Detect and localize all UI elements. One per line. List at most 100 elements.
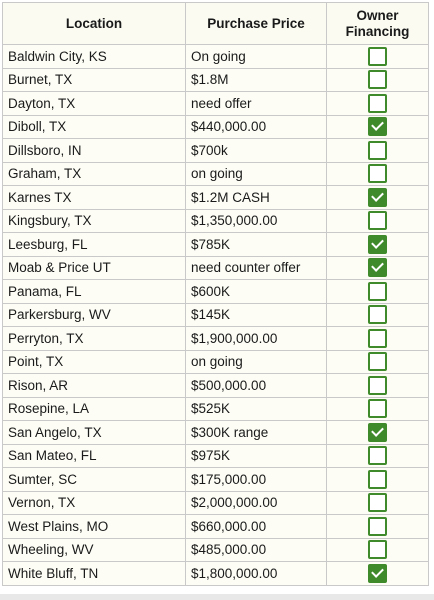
checkbox-unchecked-icon[interactable] xyxy=(368,399,387,419)
purchase-price-cell[interactable]: need offer xyxy=(185,91,327,116)
checkbox-unchecked-icon[interactable] xyxy=(368,305,387,325)
location-cell[interactable]: Parkersburg, WV xyxy=(2,302,186,327)
table-row: Baldwin City, KS On going xyxy=(2,44,429,69)
location-cell[interactable]: San Mateo, FL xyxy=(2,443,186,468)
purchase-price-cell[interactable]: $785K xyxy=(185,232,327,257)
location-cell[interactable]: White Bluff, TN xyxy=(2,561,186,586)
owner-financing-cell xyxy=(326,232,429,257)
purchase-price-cell[interactable]: $500,000.00 xyxy=(185,373,327,398)
location-cell[interactable]: San Angelo, TX xyxy=(2,420,186,445)
owner-financing-cell xyxy=(326,279,429,304)
purchase-price-cell[interactable]: $1,800,000.00 xyxy=(185,561,327,586)
location-cell[interactable]: Perryton, TX xyxy=(2,326,186,351)
table-row: Panama, FL $600K xyxy=(2,279,429,304)
checkbox-unchecked-icon[interactable] xyxy=(368,140,387,160)
table-row: Diboll, TX $440,000.00 xyxy=(2,114,429,139)
checkbox-unchecked-icon[interactable] xyxy=(368,46,387,66)
checkbox-unchecked-icon[interactable] xyxy=(368,352,387,372)
purchase-price-cell[interactable]: $1,350,000.00 xyxy=(185,208,327,233)
purchase-price-cell[interactable]: $1,900,000.00 xyxy=(185,326,327,351)
location-cell[interactable]: Diboll, TX xyxy=(2,114,186,139)
header-owner-line2: Financing xyxy=(345,23,410,39)
checkbox-unchecked-icon[interactable] xyxy=(368,493,387,513)
location-cell[interactable]: Sumter, SC xyxy=(2,467,186,492)
location-cell[interactable]: Leesburg, FL xyxy=(2,232,186,257)
owner-financing-cell xyxy=(326,537,429,562)
header-owner-line1: Owner xyxy=(356,7,399,23)
owner-financing-cell xyxy=(326,161,429,186)
checkbox-checked-icon[interactable] xyxy=(368,422,387,442)
location-cell[interactable]: Burnet, TX xyxy=(2,67,186,92)
location-cell[interactable]: Rosepine, LA xyxy=(2,396,186,421)
owner-financing-cell xyxy=(326,185,429,210)
purchase-price-cell[interactable]: $700k xyxy=(185,138,327,163)
owner-financing-cell xyxy=(326,443,429,468)
purchase-price-cell[interactable]: $145K xyxy=(185,302,327,327)
horizontal-scrollbar[interactable] xyxy=(0,594,434,600)
table-row: Dayton, TX need offer xyxy=(2,91,429,116)
purchase-price-cell[interactable]: $175,000.00 xyxy=(185,467,327,492)
checkbox-unchecked-icon[interactable] xyxy=(368,328,387,348)
header-location: Location xyxy=(2,2,186,45)
location-cell[interactable]: Point, TX xyxy=(2,349,186,374)
location-cell[interactable]: West Plains, MO xyxy=(2,514,186,539)
checkbox-unchecked-icon[interactable] xyxy=(368,164,387,184)
checkbox-unchecked-icon[interactable] xyxy=(368,93,387,113)
owner-financing-cell xyxy=(326,420,429,445)
table-row: Point, TX on going xyxy=(2,349,429,374)
owner-financing-cell xyxy=(326,208,429,233)
purchase-price-cell[interactable]: $2,000,000.00 xyxy=(185,490,327,515)
checkbox-checked-icon[interactable] xyxy=(368,234,387,254)
purchase-price-cell[interactable]: $975K xyxy=(185,443,327,468)
purchase-price-cell[interactable]: on going xyxy=(185,349,327,374)
checkbox-unchecked-icon[interactable] xyxy=(368,446,387,466)
checkbox-unchecked-icon[interactable] xyxy=(368,211,387,231)
table-row: Burnet, TX $1.8M xyxy=(2,67,429,92)
location-cell[interactable]: Karnes TX xyxy=(2,185,186,210)
location-cell[interactable]: Graham, TX xyxy=(2,161,186,186)
checkbox-checked-icon[interactable] xyxy=(368,258,387,278)
properties-table-container: Location Purchase Price Owner Financing … xyxy=(2,2,429,586)
purchase-price-cell[interactable]: $525K xyxy=(185,396,327,421)
purchase-price-cell[interactable]: On going xyxy=(185,44,327,69)
location-cell[interactable]: Panama, FL xyxy=(2,279,186,304)
purchase-price-cell[interactable]: on going xyxy=(185,161,327,186)
purchase-price-cell[interactable]: need counter offer xyxy=(185,255,327,280)
purchase-price-cell[interactable]: $660,000.00 xyxy=(185,514,327,539)
checkbox-unchecked-icon[interactable] xyxy=(368,516,387,536)
owner-financing-cell xyxy=(326,349,429,374)
checkbox-checked-icon[interactable] xyxy=(368,563,387,583)
purchase-price-cell[interactable]: $440,000.00 xyxy=(185,114,327,139)
properties-table: Location Purchase Price Owner Financing … xyxy=(2,2,429,586)
table-row: San Angelo, TX $300K range xyxy=(2,420,429,445)
owner-financing-cell xyxy=(326,467,429,492)
checkbox-unchecked-icon[interactable] xyxy=(368,281,387,301)
checkbox-unchecked-icon[interactable] xyxy=(368,540,387,560)
purchase-price-cell[interactable]: $1.8M xyxy=(185,67,327,92)
table-row: Rosepine, LA $525K xyxy=(2,396,429,421)
checkbox-unchecked-icon[interactable] xyxy=(368,70,387,90)
location-cell[interactable]: Baldwin City, KS xyxy=(2,44,186,69)
checkbox-unchecked-icon[interactable] xyxy=(368,375,387,395)
table-row: Karnes TX $1.2M CASH xyxy=(2,185,429,210)
purchase-price-cell[interactable]: $600K xyxy=(185,279,327,304)
owner-financing-cell xyxy=(326,67,429,92)
purchase-price-cell[interactable]: $1.2M CASH xyxy=(185,185,327,210)
location-cell[interactable]: Dayton, TX xyxy=(2,91,186,116)
checkbox-checked-icon[interactable] xyxy=(368,117,387,137)
purchase-price-cell[interactable]: $485,000.00 xyxy=(185,537,327,562)
checkbox-unchecked-icon[interactable] xyxy=(368,469,387,489)
table-row: Moab & Price UT need counter offer xyxy=(2,255,429,280)
location-cell[interactable]: Wheeling, WV xyxy=(2,537,186,562)
purchase-price-cell[interactable]: $300K range xyxy=(185,420,327,445)
location-cell[interactable]: Vernon, TX xyxy=(2,490,186,515)
owner-financing-cell xyxy=(326,91,429,116)
owner-financing-cell xyxy=(326,561,429,586)
owner-financing-cell xyxy=(326,255,429,280)
location-cell[interactable]: Rison, AR xyxy=(2,373,186,398)
checkbox-checked-icon[interactable] xyxy=(368,187,387,207)
location-cell[interactable]: Dillsboro, IN xyxy=(2,138,186,163)
table-row: White Bluff, TN $1,800,000.00 xyxy=(2,561,429,586)
location-cell[interactable]: Kingsbury, TX xyxy=(2,208,186,233)
location-cell[interactable]: Moab & Price UT xyxy=(2,255,186,280)
